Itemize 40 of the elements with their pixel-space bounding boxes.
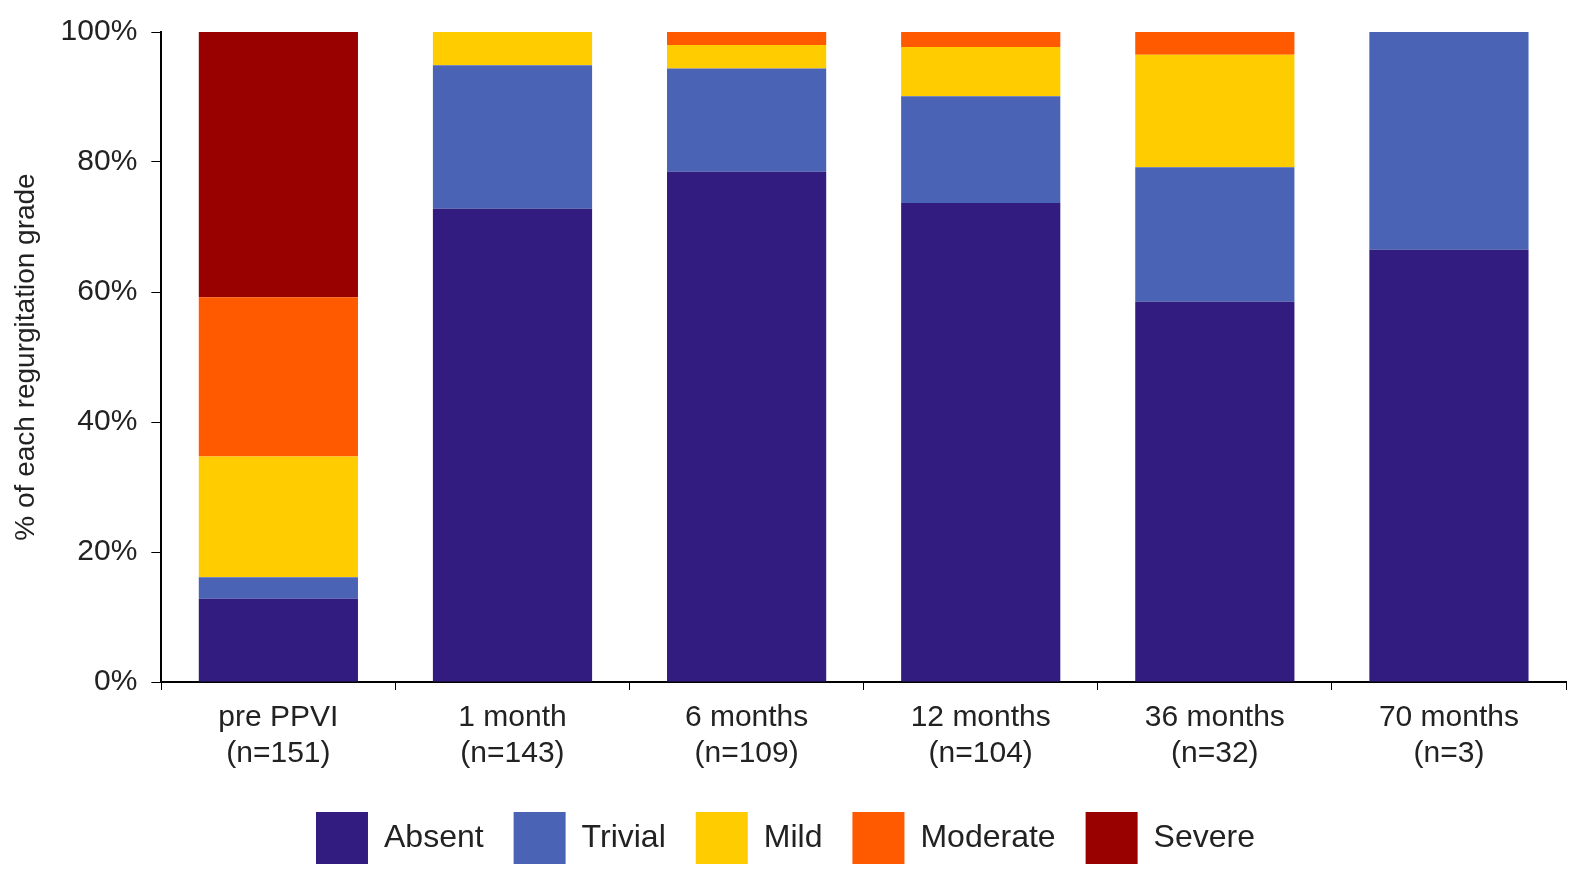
bar <box>667 32 827 45</box>
legend-label: Moderate <box>920 817 1056 854</box>
legend-label: Mild <box>763 817 823 854</box>
y-tick-label: 40% <box>77 403 138 437</box>
bar <box>1135 32 1295 55</box>
legend-label: Absent <box>383 817 484 854</box>
bar <box>198 32 358 298</box>
y-tick-label: 60% <box>77 273 138 307</box>
bar <box>432 32 593 66</box>
bar <box>432 208 593 682</box>
bar <box>667 45 827 69</box>
bar <box>667 68 827 172</box>
y-tick-label: 80% <box>77 143 138 177</box>
bar <box>198 297 358 457</box>
y-tick-label: 100% <box>60 13 138 47</box>
y-axis-title: % of each regurgitation grade <box>8 173 40 541</box>
bar <box>1135 54 1295 168</box>
y-tick-label: 0% <box>93 663 138 697</box>
bar <box>198 598 358 682</box>
legend-label: Severe <box>1153 817 1256 854</box>
x-tick-label: 1 month (n=143) <box>458 699 567 769</box>
legend-label: Trivial <box>581 817 666 854</box>
bar <box>667 171 827 682</box>
bar <box>198 577 358 599</box>
bar <box>1369 249 1529 682</box>
bar <box>1135 167 1295 302</box>
y-tick-label: 20% <box>77 533 138 567</box>
x-tick-label: 6 months (n=109) <box>684 699 809 769</box>
bar <box>901 96 1061 203</box>
bar <box>901 202 1061 682</box>
x-tick-label: 70 months (n=3) <box>1378 699 1519 769</box>
bar <box>432 65 593 209</box>
bar <box>901 46 1061 97</box>
bar <box>1135 301 1295 682</box>
bar <box>1369 32 1529 250</box>
bar <box>198 456 358 578</box>
bar <box>901 32 1061 47</box>
x-tick-label: pre PPVI (n=151) <box>218 699 339 769</box>
x-tick-label: 36 months (n=32) <box>1144 699 1285 769</box>
x-tick-label: 12 months (n=104) <box>910 699 1051 769</box>
